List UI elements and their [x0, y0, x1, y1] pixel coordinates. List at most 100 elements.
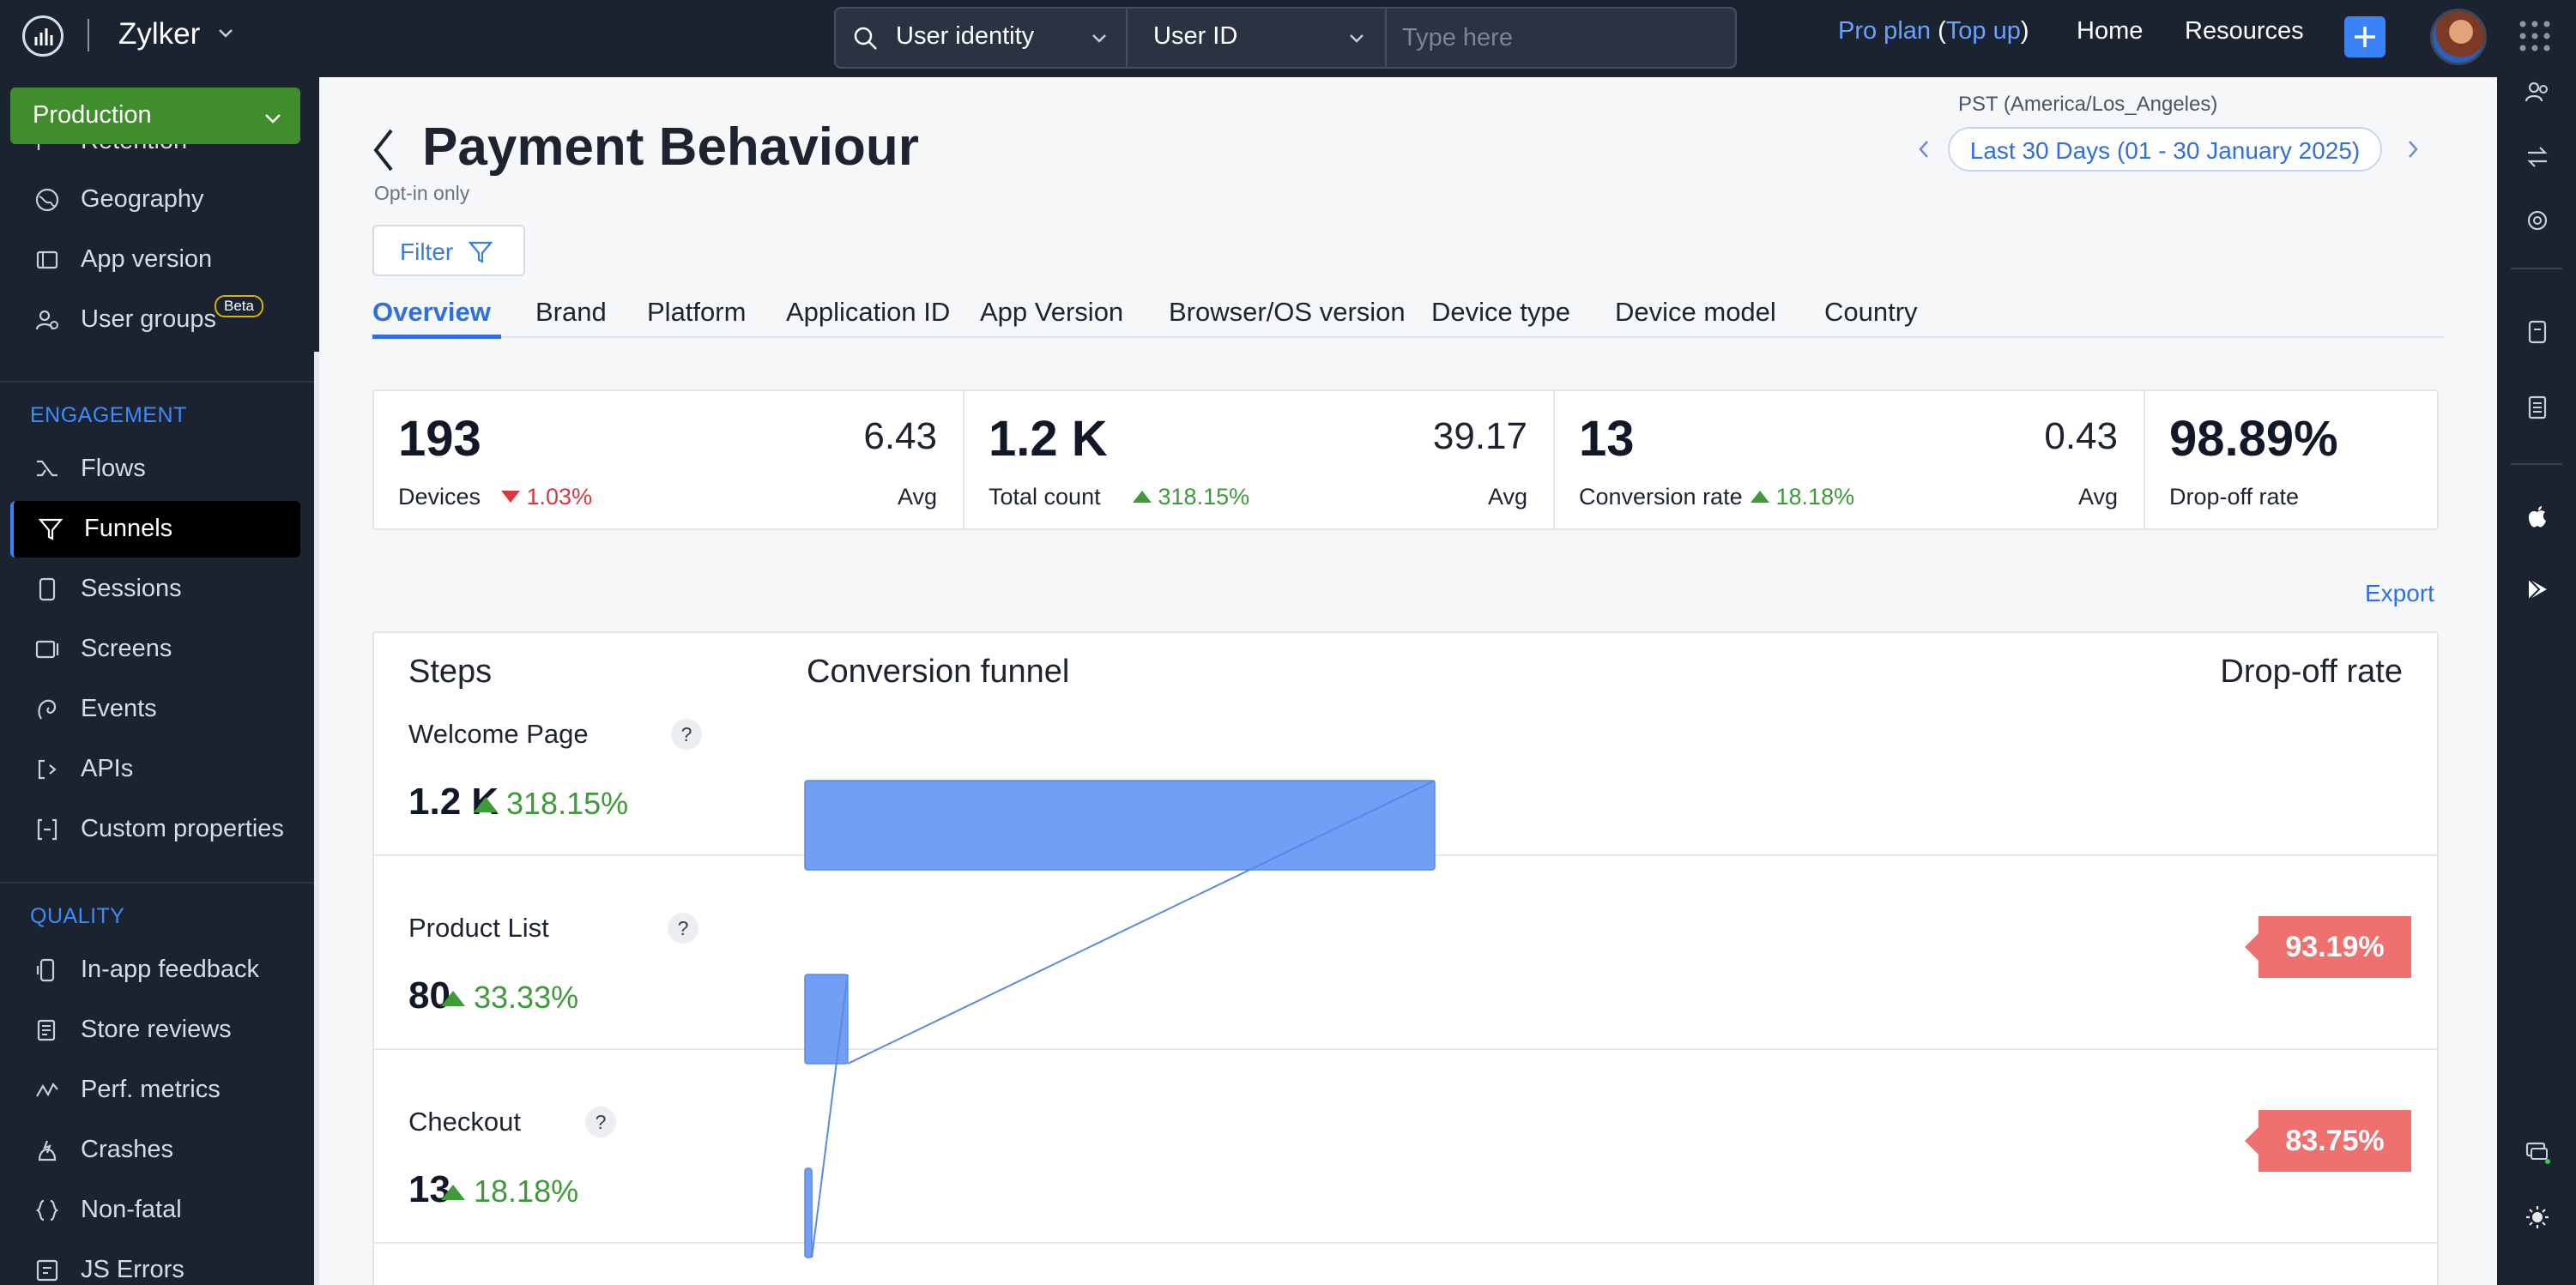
kpi-conversion-rate: 13 Conversion rate 18.18% 0.43 Avg [1555, 391, 2145, 528]
sidebar-scrollbar[interactable] [314, 352, 319, 1285]
sidebar-item-perf-metrics[interactable]: Perf. metrics [10, 1062, 300, 1119]
store-reviews-icon [37, 1019, 56, 1041]
sidebar-item-in-app-feedback[interactable]: In-app feedback [10, 942, 300, 998]
sidebar-item-crashes[interactable]: Crashes [10, 1122, 300, 1179]
kpi-avg-label: Avg [897, 484, 937, 510]
app-logo-icon[interactable] [22, 15, 63, 57]
funnel-bar[interactable] [804, 974, 849, 1065]
app-version-icon [36, 250, 58, 269]
tab-platform[interactable]: Platform [647, 297, 747, 327]
kpi-value: 13 [1579, 411, 1635, 467]
app-grid-icon[interactable] [2518, 19, 2552, 53]
kpi-value: 1.2 K [989, 411, 1108, 467]
kpi-avg: 0.43 [2044, 415, 2118, 457]
date-range-picker[interactable]: Last 30 Days (01 - 30 January 2025) [1948, 127, 2382, 172]
nav-home[interactable]: Home [2077, 17, 2144, 45]
sidebar-item-label: Sessions [81, 575, 182, 602]
plus-icon [2355, 27, 2375, 47]
chevron-down-icon [265, 114, 281, 124]
kpi-devices: 193 Devices 1.03% 6.43 Avg [374, 391, 964, 528]
step-delta-value: 318.15% [506, 786, 629, 821]
drop-off-badge: 93.19% [2245, 916, 2411, 978]
brand-separator [88, 19, 89, 51]
sidebar-item-label: Crashes [81, 1136, 173, 1163]
sidebar-item-geography[interactable]: Geography [10, 172, 300, 228]
sidebar-item-screens[interactable]: Screens [10, 621, 300, 678]
filter-button[interactable]: Filter [372, 225, 525, 276]
tab-browser-os-version[interactable]: Browser/OS version [1169, 297, 1406, 327]
brand-name[interactable]: Zylker [118, 17, 201, 51]
identity-select[interactable]: User identity [836, 9, 1128, 67]
top-up-link[interactable]: Top up [1945, 17, 2021, 45]
apple-icon[interactable] [2525, 504, 2550, 530]
chevron-down-icon [1092, 34, 1106, 43]
help-icon[interactable]: ? [668, 913, 698, 944]
kpi-avg: 6.43 [863, 415, 937, 457]
funnel-connector-line [847, 780, 1436, 1065]
chat-icon[interactable] [2525, 1139, 2550, 1165]
integration-icon[interactable] [2525, 208, 2550, 233]
device-icon[interactable] [2525, 319, 2550, 345]
environment-select[interactable]: Production [10, 87, 300, 144]
kpi-delta-value: 18.18% [1775, 484, 1855, 510]
back-arrow-icon[interactable] [371, 127, 396, 173]
step-delta-value: 33.33% [474, 980, 579, 1015]
export-link[interactable]: Export [2365, 580, 2434, 606]
tab-device-model[interactable]: Device model [1615, 297, 1776, 327]
sidebar-item-js-errors[interactable]: JS Errors [10, 1242, 300, 1285]
filter-icon [469, 241, 493, 263]
events-icon [38, 699, 57, 720]
globe-icon [35, 188, 59, 212]
active-tab-indicator [372, 335, 501, 339]
sidebar-item-events[interactable]: Events [10, 681, 300, 738]
field-select[interactable]: User ID [1128, 9, 1387, 67]
transfer-icon[interactable] [2525, 144, 2550, 170]
rail-divider [2511, 463, 2562, 465]
funnel-bar[interactable] [804, 1167, 813, 1258]
sidebar-item-sessions[interactable]: Sessions [10, 561, 300, 618]
tab-country[interactable]: Country [1824, 297, 1918, 327]
play-store-icon[interactable] [2525, 576, 2550, 602]
step-delta: 33.33% [441, 980, 578, 1016]
nav-resources[interactable]: Resources [2185, 17, 2304, 45]
tab-application-id[interactable]: Application ID [786, 297, 951, 327]
search-input[interactable] [1402, 17, 1720, 58]
sidebar-item-non-fatal[interactable]: Non-fatal [10, 1182, 300, 1239]
help-icon[interactable]: ? [671, 719, 702, 750]
step-name: Welcome Page [408, 719, 589, 749]
sidebar-item-app-version[interactable]: App version [10, 232, 300, 288]
sidebar-item-apis[interactable]: APIs [10, 741, 300, 798]
chevron-down-icon[interactable] [216, 24, 235, 43]
sidebar-item-custom-properties[interactable]: Custom properties [10, 801, 300, 858]
tab-brand[interactable]: Brand [535, 297, 607, 327]
step-count: 13 [408, 1168, 450, 1210]
user-switch-icon[interactable] [2525, 79, 2550, 105]
kpi-delta: 318.15% [1133, 484, 1249, 510]
tab-overview[interactable]: Overview [372, 297, 491, 327]
sidebar-divider [0, 381, 314, 383]
environment-value: Production [33, 101, 152, 129]
tab-device-type[interactable]: Device type [1431, 297, 1570, 327]
sidebar-item-flows[interactable]: Flows [10, 441, 300, 498]
help-icon[interactable]: ? [585, 1107, 616, 1137]
avatar[interactable] [2430, 9, 2487, 65]
chevron-right-icon[interactable] [2406, 139, 2420, 160]
sidebar-item-label: Flows [81, 455, 146, 482]
add-button[interactable] [2344, 16, 2386, 57]
sidebar-item-user-groups[interactable]: User groups Beta [10, 292, 300, 348]
chevron-left-icon[interactable] [1917, 139, 1931, 160]
kpi-label: Conversion rate [1579, 484, 1743, 510]
js-errors-icon [36, 1259, 58, 1282]
crash-icon [38, 1140, 57, 1161]
document-icon[interactable] [2525, 395, 2550, 420]
triangle-up-icon [1133, 491, 1152, 503]
funnel-bar[interactable] [804, 780, 1436, 871]
sidebar-item-funnels[interactable]: Funnels [10, 501, 300, 558]
plan-paren-close: ) [2020, 17, 2029, 45]
triangle-up-icon [441, 991, 465, 1006]
tab-app-version[interactable]: App Version [980, 297, 1124, 327]
sidebar-item-label: Perf. metrics [81, 1076, 221, 1103]
sidebar-item-store-reviews[interactable]: Store reviews [10, 1002, 300, 1059]
theme-toggle-icon[interactable] [2525, 1204, 2550, 1230]
plan-paren-open: ( [1938, 17, 1946, 45]
